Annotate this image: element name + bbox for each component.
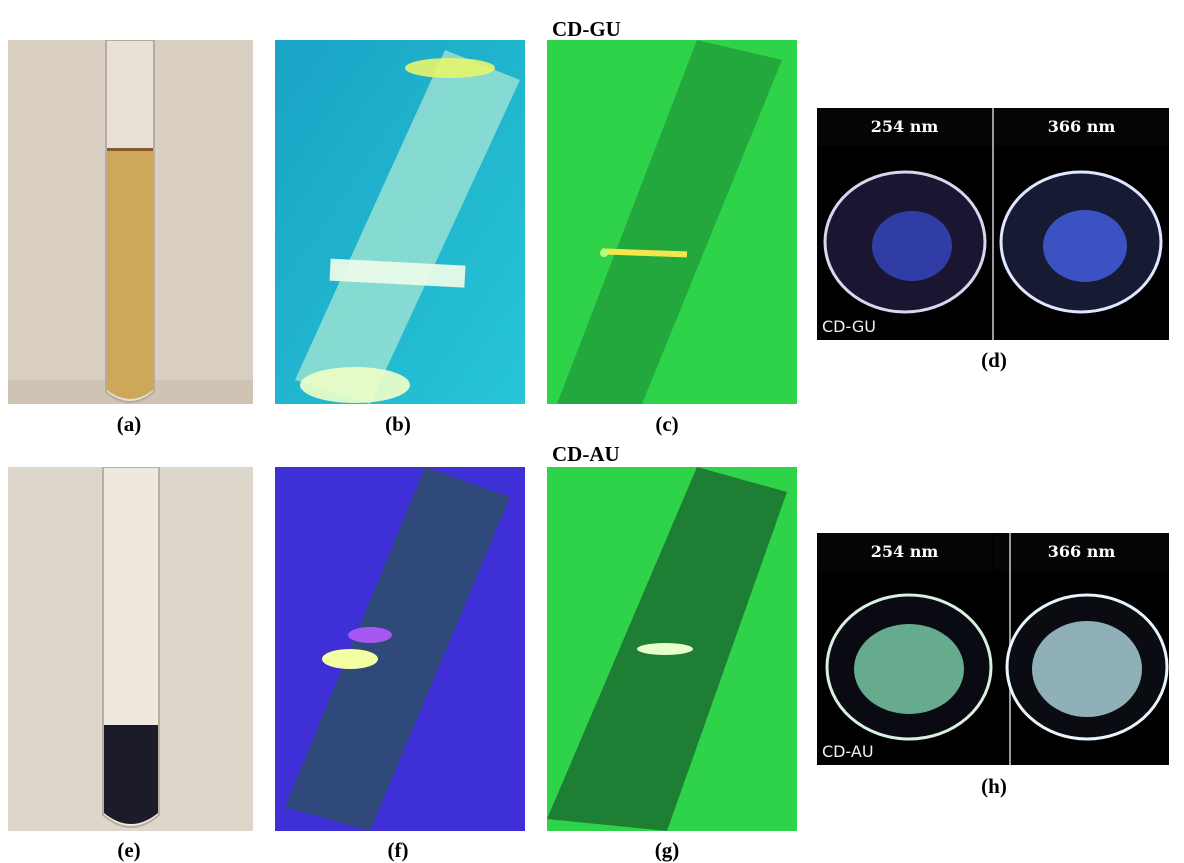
label-c: (c)	[655, 412, 679, 436]
photo-f-uv-violet-tube	[275, 467, 525, 831]
photo-b-uv-cyan-tube	[275, 40, 525, 404]
panel-d-divider	[992, 108, 994, 340]
title-cd-au: CD-AU	[552, 442, 620, 466]
title-cd-gu: CD-GU	[552, 17, 621, 41]
panel-h-tag: CD-AU	[819, 742, 877, 761]
photo-a-daylight-tube-cd-gu	[8, 40, 253, 404]
panel-d-header-254: 254 nm	[817, 108, 992, 146]
label-b: (b)	[385, 412, 411, 436]
photo-e-daylight-tube-cd-au	[8, 467, 253, 831]
label-d: (d)	[981, 348, 1007, 372]
photo-h-beakers-cd-au: 254 nm 366 nm CD-AU	[817, 533, 1169, 765]
label-h: (h)	[981, 774, 1007, 798]
panel-h-header-254: 254 nm	[817, 533, 992, 571]
label-e: (e)	[117, 838, 141, 862]
label-a: (a)	[116, 412, 142, 436]
photo-c-uv-green-tube	[547, 40, 797, 404]
photo-g-uv-green-tube	[547, 467, 797, 831]
label-g: (g)	[654, 838, 680, 862]
panel-d-tag: CD-GU	[819, 317, 879, 336]
panel-h-header-366: 366 nm	[994, 533, 1169, 571]
panel-d-header-366: 366 nm	[994, 108, 1169, 146]
label-f: (f)	[387, 838, 409, 862]
photo-d-beakers-cd-gu: 254 nm 366 nm CD-GU	[817, 108, 1169, 340]
